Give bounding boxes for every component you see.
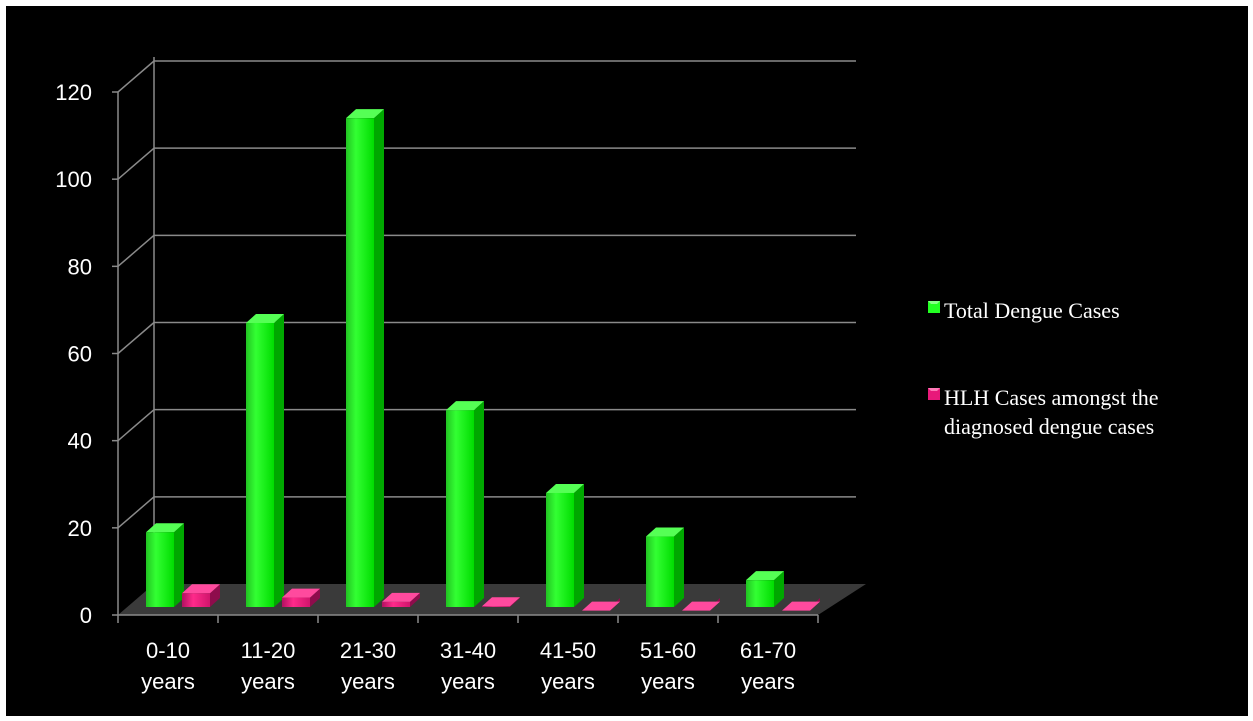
bar-total-dengue-cases [446,401,484,607]
bar-hlh-cases [482,597,520,607]
bar-hlh-cases [282,588,320,607]
legend-label-total-dengue-cases: Total Dengue Cases [944,298,1120,323]
y-tick-label: 40 [68,429,92,454]
y-tick-label: 20 [68,516,92,541]
bar-total-dengue-cases [546,483,584,607]
y-tick-label: 0 [80,603,92,628]
bar-hlh-cases [782,598,820,611]
legend-swatch-total-dengue-cases [928,301,940,313]
gridline-60-diag [117,321,155,355]
y-tick-label: 100 [55,167,92,192]
bar-total-dengue-cases [246,313,284,607]
bar-total-dengue-cases [746,571,784,607]
chart-frame: 0 20 40 60 80 100 120 0-10 years 11-20 years 21-30… [6,6,1248,716]
y-tick-label: 80 [68,254,92,279]
y-tick-label: 60 [68,342,92,367]
x-tick-label: 41-50 years [540,638,596,694]
bar-hlh-cases [582,598,620,611]
gridlines [117,60,856,529]
x-tick-label: 31-40 years [440,638,496,694]
bar-hlh-cases [382,592,420,607]
gridline-80-diag [117,234,155,267]
x-tick-label: 0-10 years [141,638,195,694]
y-tick-label: 120 [55,80,92,105]
chart-walls [117,57,866,615]
bar-total-dengue-cases [646,527,684,607]
gridline-120-diag [117,60,155,93]
legend: Total Dengue Cases HLH Cases amongst the d… [928,298,1158,439]
bar-total-dengue-cases [146,523,184,607]
x-tick-label: 11-20 years [241,638,296,694]
x-tick-label: 51-60 years [640,638,696,694]
legend-swatch-hlh-cases [928,388,940,400]
x-tick-label: 21-30 years [340,638,396,694]
bar-hlh-cases [182,584,220,607]
x-tick-label: 61-70 years [740,638,796,694]
bars [146,109,820,611]
gridline-40-diag [117,409,155,442]
gridline-100-diag [117,147,155,180]
x-axis: 0-10 years 11-20 years 21-30 years 31-40 years 4… [117,614,819,694]
legend-label-hlh-cases: HLH Cases amongst the diagnosed dengue ca… [944,385,1158,439]
bar-hlh-cases [682,598,720,611]
bar-total-dengue-cases [346,109,384,608]
y-axis: 0 20 40 60 80 100 120 [55,80,118,628]
gridline-20-diag [117,496,155,529]
dengue-bar-chart: 0 20 40 60 80 100 120 0-10 years 11-20 years 21-30… [55,57,1158,694]
